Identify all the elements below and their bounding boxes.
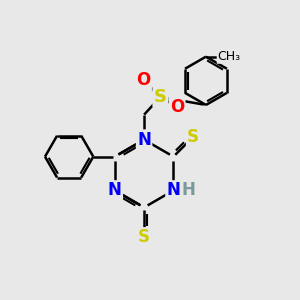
Text: S: S bbox=[138, 228, 150, 246]
Text: N: N bbox=[137, 131, 151, 149]
Text: N: N bbox=[108, 182, 122, 200]
Text: N: N bbox=[167, 182, 180, 200]
Text: O: O bbox=[170, 98, 184, 116]
Text: S: S bbox=[187, 128, 199, 146]
Text: H: H bbox=[182, 182, 196, 200]
Text: O: O bbox=[136, 71, 151, 89]
Text: S: S bbox=[154, 88, 167, 106]
Text: CH₃: CH₃ bbox=[217, 50, 241, 63]
